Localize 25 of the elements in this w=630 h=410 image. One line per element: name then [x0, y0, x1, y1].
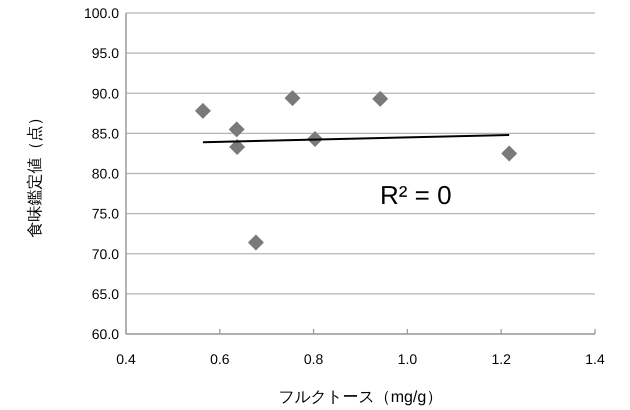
x-tick-label: 1.2 [491, 351, 512, 367]
x-tick-label: 1.0 [398, 351, 418, 367]
y-tick-label: 60.0 [92, 326, 120, 342]
annotation: R² = 0 [380, 180, 452, 210]
point [194, 102, 211, 119]
point [248, 234, 264, 251]
y-tick-label: 95.0 [92, 45, 120, 62]
y-tick-label: 70.0 [92, 246, 120, 262]
y-axis-title: 食味鑑定値（点） [26, 110, 44, 238]
x-axis-title: フルクトース（mg/g） [278, 389, 442, 406]
y-tick-label: 80.0 [92, 166, 120, 182]
y-tick-label: 100.0 [84, 5, 120, 21]
y-tick-label: 85.0 [92, 125, 120, 142]
point [284, 90, 300, 106]
x-tick-label: 0.6 [210, 351, 230, 367]
y-tick-label: 65.0 [92, 286, 120, 302]
y-tick-label: 75.0 [92, 206, 120, 222]
point [229, 139, 246, 156]
point [501, 145, 518, 162]
x-tick-label: 0.4 [116, 351, 136, 367]
point [228, 121, 245, 138]
point [372, 90, 388, 107]
x-tick-label: 1.4 [585, 351, 605, 367]
x-tick-label: 0.8 [304, 351, 324, 367]
y-tick-label: 90.0 [92, 85, 120, 102]
